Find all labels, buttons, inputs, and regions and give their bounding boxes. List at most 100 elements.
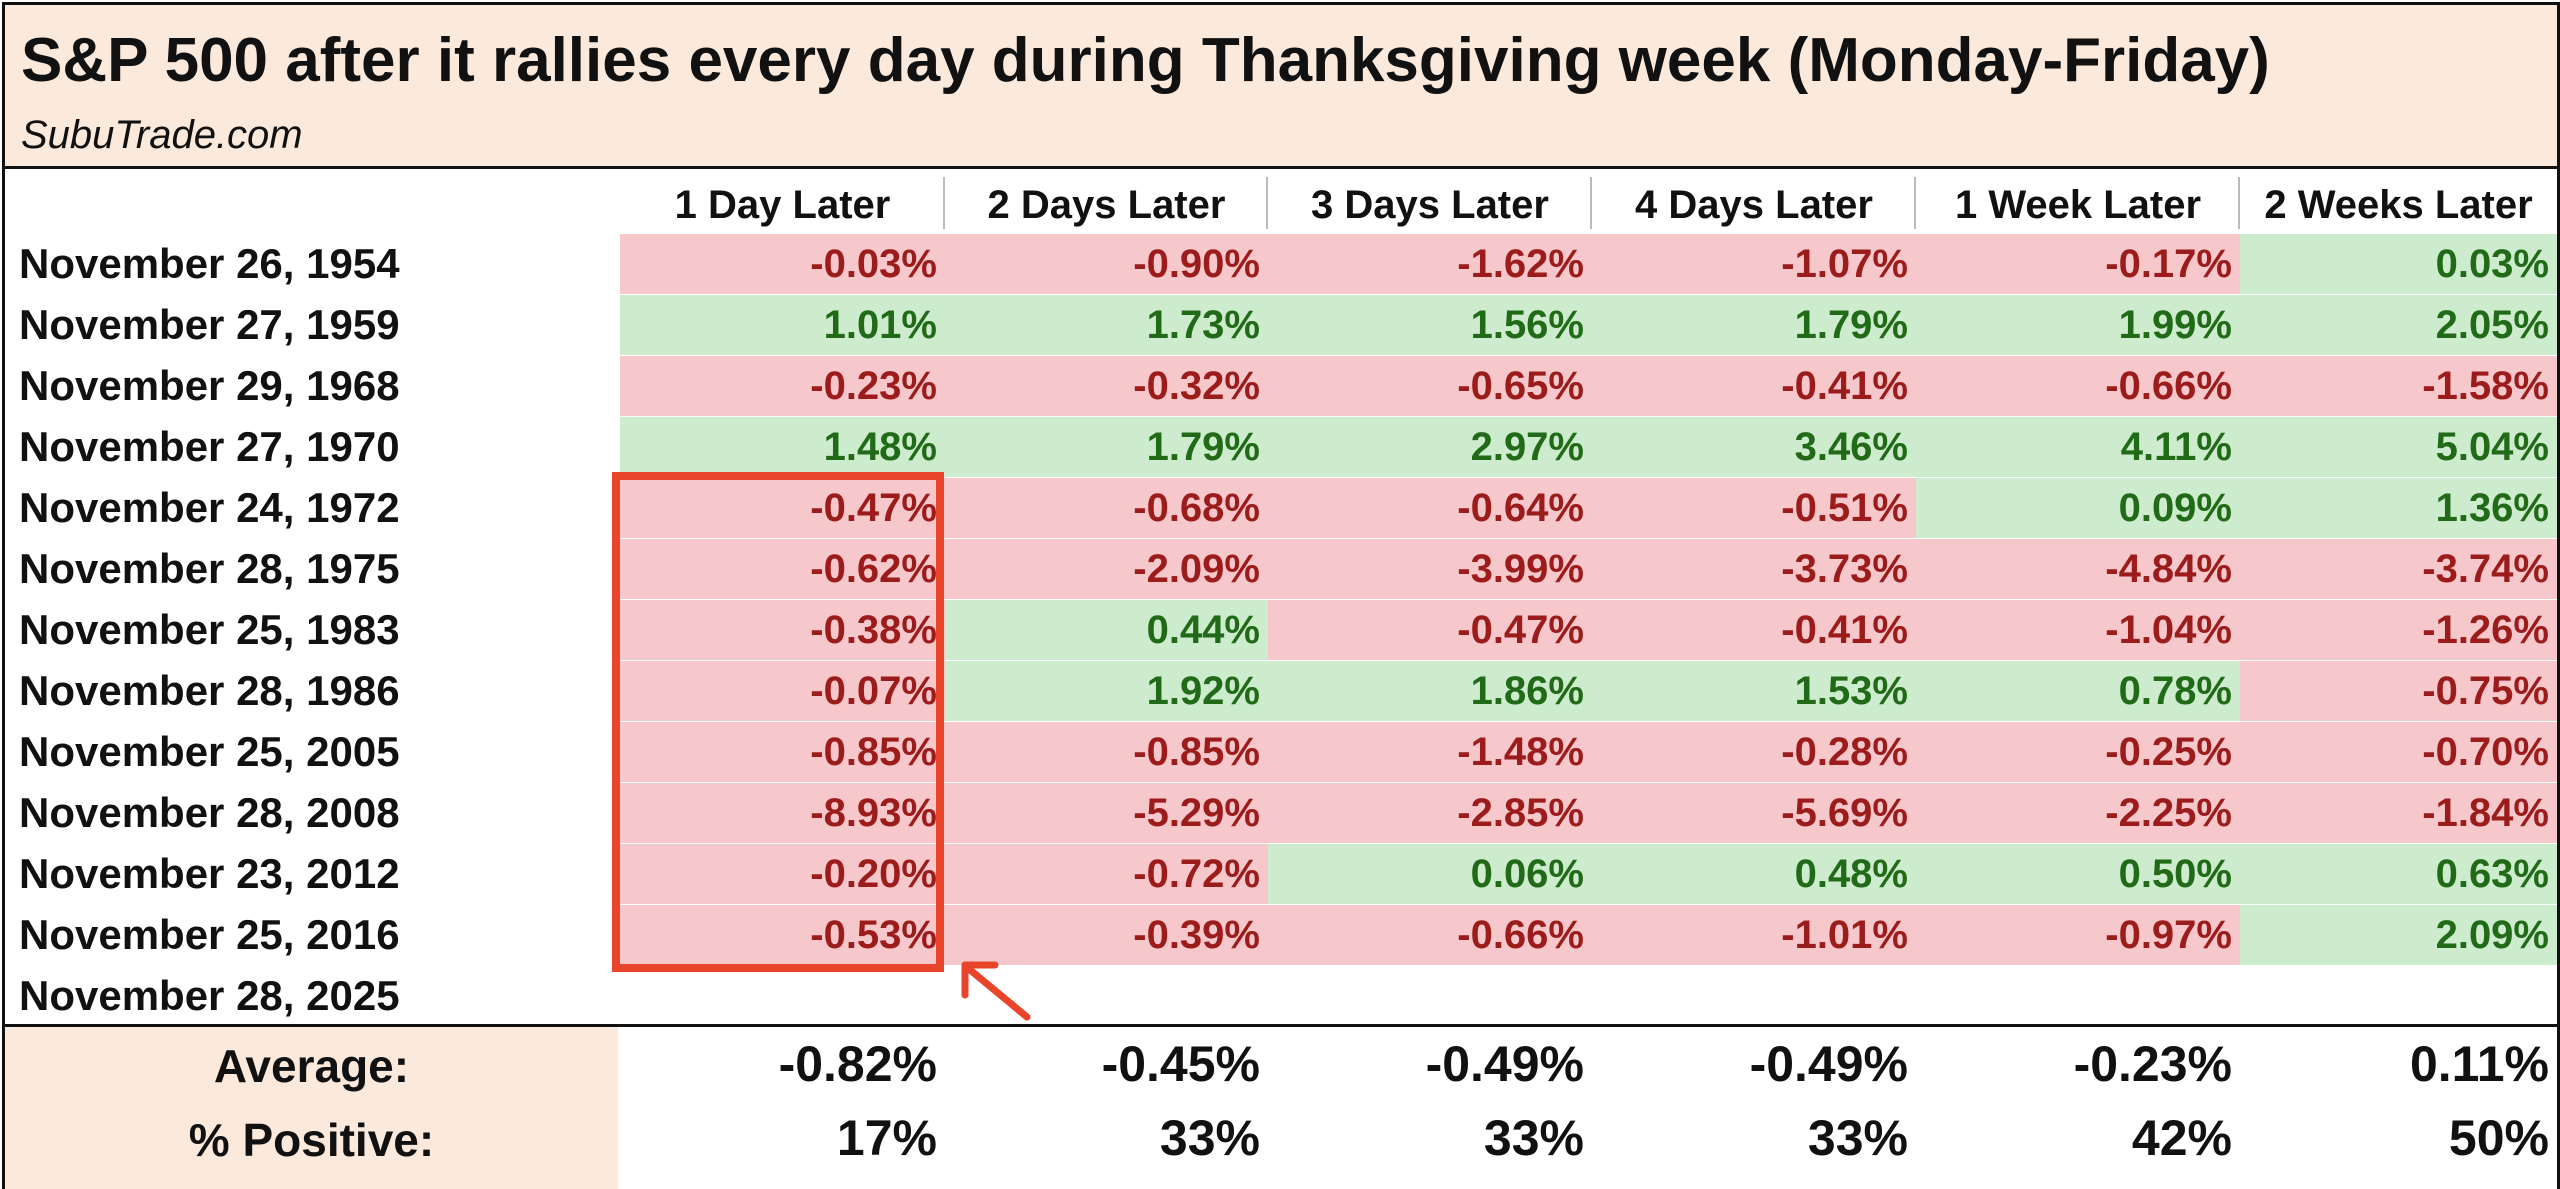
column-header: 2 Weeks Later <box>2264 183 2533 227</box>
table-cell: -0.47% <box>620 478 945 538</box>
table-cell: -0.25% <box>1916 722 2240 782</box>
table-cell: -0.28% <box>1592 722 1916 782</box>
table-subtitle: SubuTrade.com <box>21 113 303 157</box>
column-separator <box>1266 177 1268 229</box>
table-cell: -1.84% <box>2240 783 2557 843</box>
table-cell: -1.01% <box>1592 905 1916 965</box>
row-date: November 27, 1959 <box>19 301 400 348</box>
table-cell: -0.75% <box>2240 661 2557 721</box>
row-date: November 28, 2025 <box>19 972 400 1019</box>
table-cell: -0.68% <box>945 478 1268 538</box>
table-cell: -5.29% <box>945 783 1268 843</box>
summary-value: 17% <box>836 1110 937 1166</box>
table-cell: -2.85% <box>1268 783 1592 843</box>
table-cell: 0.09% <box>1916 478 2240 538</box>
table-cell: -0.72% <box>945 844 1268 904</box>
table-cell: 0.48% <box>1592 844 1916 904</box>
table-cell: -0.38% <box>620 600 945 660</box>
row-date: November 24, 1972 <box>19 484 400 531</box>
table-cell: 0.03% <box>2240 234 2557 294</box>
row-date: November 29, 1968 <box>19 362 400 409</box>
column-separator <box>943 177 945 229</box>
table-cell: 1.73% <box>945 295 1268 355</box>
column-separator <box>1590 177 1592 229</box>
row-date: November 28, 1986 <box>19 667 400 714</box>
summary-value: 33% <box>1807 1110 1908 1166</box>
table-cell: -0.90% <box>945 234 1268 294</box>
row-date: November 27, 1970 <box>19 423 400 470</box>
table-cell: 1.79% <box>945 417 1268 477</box>
table-cell: 1.92% <box>945 661 1268 721</box>
table-cell: -4.84% <box>1916 539 2240 599</box>
summary-value: 33% <box>1159 1110 1260 1166</box>
row-date: November 26, 1954 <box>19 240 400 287</box>
table-cell: -0.70% <box>2240 722 2557 782</box>
table-cell: -0.64% <box>1268 478 1592 538</box>
table-cell: 1.01% <box>620 295 945 355</box>
table-cell: -0.53% <box>620 905 945 965</box>
table-cell: -0.32% <box>945 356 1268 416</box>
table-cell: 4.11% <box>1916 417 2240 477</box>
row-date: November 25, 2016 <box>19 911 400 958</box>
table-cell: 1.53% <box>1592 661 1916 721</box>
table-cell: -1.07% <box>1592 234 1916 294</box>
summary-value: 33% <box>1483 1110 1584 1166</box>
summary-value: -0.49% <box>1749 1036 1908 1092</box>
table-cell: -1.62% <box>1268 234 1592 294</box>
table-cell: 0.44% <box>945 600 1268 660</box>
table-cell: 5.04% <box>2240 417 2557 477</box>
table-cell: -0.66% <box>1916 356 2240 416</box>
table-cell: 3.46% <box>1592 417 1916 477</box>
table-cell: 1.79% <box>1592 295 1916 355</box>
column-separator <box>2238 177 2240 229</box>
table-cell: -2.25% <box>1916 783 2240 843</box>
table-cell: 2.97% <box>1268 417 1592 477</box>
row-date: November 28, 1975 <box>19 545 400 592</box>
summary-value: 0.11% <box>2409 1036 2549 1092</box>
table-cell: -0.41% <box>1592 356 1916 416</box>
table-cell: 1.36% <box>2240 478 2557 538</box>
row-date: November 23, 2012 <box>19 850 400 897</box>
table-header: S&P 500 after it rallies every day durin… <box>5 5 2557 169</box>
table-cell: 2.05% <box>2240 295 2557 355</box>
highlight-box <box>612 472 944 972</box>
table-title: S&P 500 after it rallies every day durin… <box>21 26 2270 95</box>
summary-value: 42% <box>2131 1110 2232 1166</box>
table-cell: -1.48% <box>1268 722 1592 782</box>
arrow-icon <box>961 961 1031 1021</box>
table-cell: -0.41% <box>1592 600 1916 660</box>
table-cell: 1.86% <box>1268 661 1592 721</box>
table-cell: -0.65% <box>1268 356 1592 416</box>
table-cell: -3.74% <box>2240 539 2557 599</box>
table-cell: 1.99% <box>1916 295 2240 355</box>
summary-value: -0.49% <box>1425 1036 1584 1092</box>
summary-label-panel <box>5 1027 618 1189</box>
table-cell: -0.20% <box>620 844 945 904</box>
table-cell: -0.47% <box>1268 600 1592 660</box>
table-cell: 1.48% <box>620 417 945 477</box>
column-header: 2 Days Later <box>987 183 1226 227</box>
table-cell: -8.93% <box>620 783 945 843</box>
row-date: November 25, 1983 <box>19 606 400 653</box>
table-cell: -0.07% <box>620 661 945 721</box>
table-cell: 0.63% <box>2240 844 2557 904</box>
table-cell: -0.51% <box>1592 478 1916 538</box>
table-cell: -5.69% <box>1592 783 1916 843</box>
table-cell: 1.56% <box>1268 295 1592 355</box>
table-cell: 0.06% <box>1268 844 1592 904</box>
summary-footer: Average: -0.82% -0.45% -0.49% -0.49% -0.23% 0.… <box>5 1024 2557 1189</box>
table-cell: -0.85% <box>620 722 945 782</box>
table-cell: 0.78% <box>1916 661 2240 721</box>
summary-value: -0.45% <box>1101 1036 1260 1092</box>
table-cell: 0.50% <box>1916 844 2240 904</box>
column-header: 4 Days Later <box>1635 183 1873 227</box>
row-date: November 25, 2005 <box>19 728 400 775</box>
table-cell: -3.99% <box>1268 539 1592 599</box>
table-cell: -0.97% <box>1916 905 2240 965</box>
table-cell: -1.26% <box>2240 600 2557 660</box>
table-cell: -0.03% <box>620 234 945 294</box>
summary-value: -0.23% <box>2073 1036 2232 1092</box>
column-header: 1 Week Later <box>1954 183 2202 227</box>
row-date: November 28, 2008 <box>19 789 400 836</box>
